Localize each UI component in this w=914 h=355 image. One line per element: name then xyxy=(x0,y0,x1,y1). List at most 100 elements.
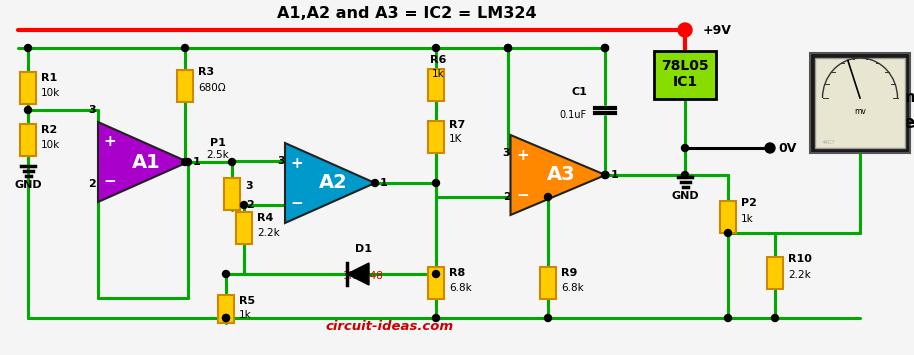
Text: R4: R4 xyxy=(257,213,273,223)
Text: +: + xyxy=(291,155,303,170)
Text: IC1: IC1 xyxy=(673,75,697,89)
Circle shape xyxy=(432,44,440,51)
Circle shape xyxy=(432,315,440,322)
Text: P1: P1 xyxy=(210,138,226,148)
Text: GND: GND xyxy=(671,191,699,201)
Text: 2.2k: 2.2k xyxy=(788,270,811,280)
Circle shape xyxy=(25,106,31,114)
Text: +9V: +9V xyxy=(703,23,732,37)
Text: 1: 1 xyxy=(380,178,388,188)
Text: R5: R5 xyxy=(239,296,255,306)
Text: 10k: 10k xyxy=(41,88,60,98)
Text: 3: 3 xyxy=(277,156,285,166)
Circle shape xyxy=(432,180,440,186)
Circle shape xyxy=(771,315,779,322)
Text: 1k: 1k xyxy=(741,214,754,224)
Bar xyxy=(720,201,736,233)
Bar xyxy=(810,53,910,153)
Text: Meter: Meter xyxy=(868,114,914,132)
Text: 1K: 1K xyxy=(449,134,462,144)
Circle shape xyxy=(682,144,688,152)
Text: 3: 3 xyxy=(502,148,509,158)
Circle shape xyxy=(725,229,731,236)
Bar xyxy=(20,72,36,104)
Circle shape xyxy=(601,171,609,179)
Bar xyxy=(177,70,193,102)
Bar xyxy=(236,212,252,244)
Text: 680Ω: 680Ω xyxy=(198,83,226,93)
Text: A2: A2 xyxy=(319,174,347,192)
Text: 3: 3 xyxy=(245,181,252,191)
Bar xyxy=(815,58,905,148)
Text: circuit-ideas.com: circuit-ideas.com xyxy=(326,320,454,333)
Circle shape xyxy=(601,44,609,51)
Circle shape xyxy=(25,44,31,51)
Circle shape xyxy=(182,44,188,51)
Text: 3: 3 xyxy=(89,105,96,115)
Circle shape xyxy=(222,315,229,322)
Bar xyxy=(224,178,240,210)
Text: 0V: 0V xyxy=(778,142,796,154)
Text: R9: R9 xyxy=(561,268,578,278)
Text: 0.1uF: 0.1uF xyxy=(560,110,587,120)
Text: −: − xyxy=(103,175,116,190)
Circle shape xyxy=(678,23,692,37)
Circle shape xyxy=(222,271,229,278)
Text: 2.5k: 2.5k xyxy=(207,150,229,160)
Text: R2: R2 xyxy=(41,125,58,135)
Text: 1: 1 xyxy=(193,157,201,167)
Bar xyxy=(540,267,556,299)
Text: R7: R7 xyxy=(449,120,465,130)
Circle shape xyxy=(228,158,236,165)
Text: R6: R6 xyxy=(430,55,446,65)
Text: −: − xyxy=(516,187,529,202)
Circle shape xyxy=(505,44,512,51)
Text: P2: P2 xyxy=(741,198,757,208)
Circle shape xyxy=(545,193,551,201)
Circle shape xyxy=(602,171,609,179)
Text: R8: R8 xyxy=(449,268,465,278)
Circle shape xyxy=(182,158,188,165)
Polygon shape xyxy=(347,263,369,285)
Text: R1: R1 xyxy=(41,73,58,83)
Bar xyxy=(218,295,234,323)
Circle shape xyxy=(505,44,512,51)
Text: 10k: 10k xyxy=(41,140,60,150)
Text: R3: R3 xyxy=(198,67,214,77)
Text: −: − xyxy=(291,196,303,211)
Text: 2.2k: 2.2k xyxy=(257,228,280,238)
Circle shape xyxy=(682,171,688,179)
Bar xyxy=(654,51,716,99)
Text: 78L05: 78L05 xyxy=(661,59,709,73)
Text: 100mV: 100mV xyxy=(868,91,914,105)
Circle shape xyxy=(765,143,775,153)
Text: 6.8k: 6.8k xyxy=(561,283,584,293)
Text: R10: R10 xyxy=(788,254,812,264)
Bar xyxy=(428,69,444,101)
Circle shape xyxy=(725,315,731,322)
Text: 1N4148: 1N4148 xyxy=(343,271,384,281)
Text: D1: D1 xyxy=(355,244,371,254)
Text: +: + xyxy=(103,135,116,149)
Text: A1,A2 and A3 = IC2 = LM324: A1,A2 and A3 = IC2 = LM324 xyxy=(277,6,537,22)
Text: 6.8k: 6.8k xyxy=(449,283,472,293)
Text: 1k: 1k xyxy=(431,69,444,79)
Circle shape xyxy=(222,315,229,322)
Circle shape xyxy=(432,271,440,278)
Text: 44C?: 44C? xyxy=(822,141,835,146)
Bar xyxy=(767,257,783,289)
Bar xyxy=(20,124,36,156)
Text: 2: 2 xyxy=(89,179,96,189)
Text: mv: mv xyxy=(854,106,866,115)
Bar xyxy=(428,121,444,153)
Circle shape xyxy=(185,158,192,165)
Circle shape xyxy=(371,180,378,186)
Text: A3: A3 xyxy=(547,165,575,185)
Polygon shape xyxy=(98,122,188,202)
Text: 2: 2 xyxy=(504,192,511,202)
Text: GND: GND xyxy=(15,180,42,190)
Text: 1: 1 xyxy=(611,170,618,180)
Text: C1: C1 xyxy=(571,87,587,97)
Text: A1: A1 xyxy=(132,153,160,171)
Polygon shape xyxy=(511,135,605,215)
